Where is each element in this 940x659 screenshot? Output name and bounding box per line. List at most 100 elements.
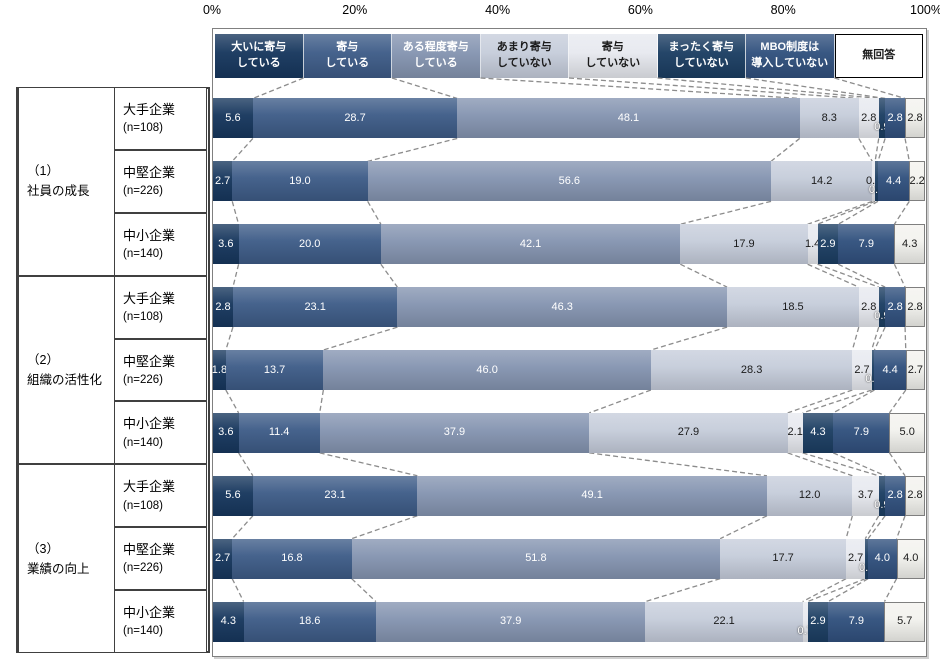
group-number: （1） [27,164,59,179]
bar-value-label: 2.2 [909,174,925,187]
bar-value-label: 20.0 [299,237,321,250]
bar-row-6: 5.6 23.1 49.1 12.0 3.7 0.9 2.8 2.8 [213,475,925,516]
bar-value-label: 42.1 [519,237,542,250]
company-sample-size: (n=140) [123,247,163,260]
bar-value-label: 48.1 [617,111,640,124]
x-axis-tick-label: 60% [627,3,653,17]
bar-value-label: 2.8 [215,300,231,313]
bar-value-label: 0.4 [866,174,882,187]
bar-value-label: 46.3 [551,300,573,313]
bar-value-label: 5.6 [225,489,241,502]
bar-segment-無回答: 2.8 [905,287,925,328]
bar-segment-まったく寄与していない [878,98,886,139]
group-label-cell: （3） 業績の向上 [18,464,115,653]
legend-label-line1: 無回答 [862,49,896,62]
bar-segment-大いに寄与している: 5.6 [213,475,253,516]
company-name: 中小企業 [123,416,176,432]
bar-segment-まったく寄与していない [878,475,886,516]
bar-value-label: 2.9 [820,237,836,250]
x-axis-tick-label: 20% [342,3,368,17]
bar-row-8: 4.3 18.6 37.9 22.1 0.7 2.9 7.9 5.7 [213,601,925,642]
bar-segment-まったく寄与していない [865,538,869,579]
x-axis-tick-label: 100% [910,3,940,17]
bar-value-label: 3.6 [218,426,234,439]
bar-value-label: 7.9 [858,237,874,250]
bar-segment-寄与している: 20.0 [238,224,381,265]
legend-label-line2: していない [673,57,729,69]
legend-label-line1: まったく寄与 [668,41,735,54]
bar-segment-ある程度寄与している: 46.3 [397,287,728,328]
group-name: 組織の活性化 [27,372,103,387]
bar-segment-あまり寄与していない: 8.3 [799,98,859,139]
legend-label-line1: 大いに寄与 [231,41,287,54]
bar-segment-まったく寄与していない [871,350,875,390]
bar-segment-あまり寄与していない: 12.0 [766,475,853,516]
bar-segment-MBO制度は導入していない: 2.8 [885,98,906,139]
bar-segment-ある程度寄与している: 51.8 [351,538,721,579]
bar-segment-まったく寄与していない: 2.9 [807,601,829,642]
bar-value-label: 4.4 [885,174,902,187]
bar-value-label: 18.6 [299,615,321,628]
bar-value-label: 17.7 [772,552,794,565]
bar-value-label: 5.0 [899,426,915,439]
company-sample-size: (n=140) [123,436,163,449]
bar-segment-寄与していない: 1.4 [805,224,820,265]
bar-value-label: 2.7 [214,552,231,565]
x-axis-tick-label: 40% [485,3,511,17]
bar-value-label: 46.0 [476,363,498,376]
bar-value-label: 5.6 [225,111,241,124]
company-sample-size: (n=226) [123,185,163,198]
group-label-cell: （1） 社員の成長 [18,87,115,276]
legend-item-1: 寄与 している [303,34,392,78]
bar-segment-寄与している: 16.8 [232,538,352,579]
bar-segment-MBO制度は導入していない: 2.8 [885,287,906,328]
bar-segment-寄与していない: 2.7 [852,350,872,390]
bar-segment-寄与している: 11.4 [238,412,320,453]
bar-segment-まったく寄与していない [878,287,886,328]
bar-value-label: 2.7 [214,174,231,187]
legend-label-line1: 寄与 [601,41,624,54]
bar-segment-無回答: 2.7 [905,350,925,390]
company-name: 中堅企業 [123,542,176,558]
bar-value-label: 4.3 [902,237,918,250]
bar-value-label: 2.7 [854,363,870,376]
bar-segment-ある程度寄与している: 46.0 [323,350,651,390]
bar-segment-寄与していない: 2.1 [788,412,803,453]
company-sample-size: (n=226) [123,562,163,575]
bar-segment-MBO制度は導入していない: 7.9 [833,412,890,453]
bar-segment-大いに寄与している: 3.6 [213,412,239,453]
bar-segment-まったく寄与していない [875,161,878,202]
bar-segment-寄与していない: 3.7 [852,475,879,516]
bar-value-label: 4.0 [874,552,890,565]
row-label-table: （1） 社員の成長 （2） 組織の活性化 （3） 業績の向上 大手企業 (n=108) 中堅企業… [16,87,210,653]
bar-segment-あまり寄与していない: 22.1 [645,601,803,642]
bar-row-2: 3.6 20.0 42.1 17.9 1.4 2.9 7.9 4.3 [213,224,925,265]
company-label-cell: 中堅企業 (n=226) [114,149,207,213]
legend-label-line1: MBO制度は [760,41,820,54]
bar-segment-寄与している: 23.1 [252,475,418,516]
bar-segment-大いに寄与している: 2.7 [213,538,233,579]
bar-value-label: 2.8 [907,300,923,313]
bar-value-label: 13.7 [263,363,286,376]
bar-segment-ある程度寄与している: 49.1 [417,475,767,516]
group-number: （2） [27,352,59,367]
bar-segment-無回答: 4.3 [894,224,925,265]
bar-value-label: 17.9 [733,237,755,250]
bar-segment-無回答: 2.2 [909,161,925,202]
bar-value-label: 23.1 [324,489,346,502]
company-sample-size: (n=140) [123,625,163,638]
bar-segment-あまり寄与していない: 28.3 [650,350,853,390]
company-label-cell: 大手企業 (n=108) [114,87,207,150]
bar-segment-寄与していない: 2.8 [858,287,879,328]
bar-value-label: 8.3 [821,111,837,124]
company-name: 大手企業 [123,102,176,118]
legend-item-6: MBO制度は 導入していない [746,34,835,78]
company-label-cell: 中小企業 (n=140) [114,401,207,465]
bar-segment-MBO制度は導入していない: 4.0 [868,538,897,579]
company-name: 大手企業 [123,479,176,495]
bar-segment-まったく寄与していない: 4.3 [802,412,834,453]
bar-value-label: 14.2 [810,174,833,187]
bar-segment-あまり寄与していない: 18.5 [727,287,859,328]
bar-value-label: 12.0 [798,489,821,502]
